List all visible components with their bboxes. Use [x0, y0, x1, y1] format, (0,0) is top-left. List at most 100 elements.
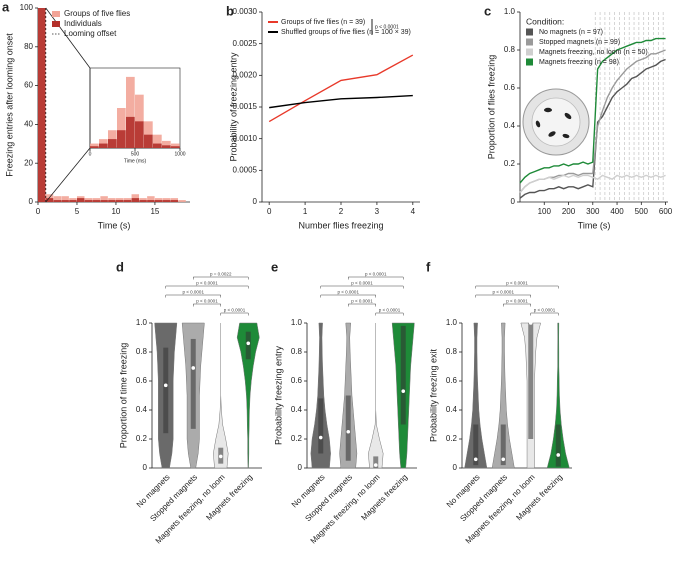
y-tick-label: 0.0010 — [233, 134, 258, 143]
y-tick-label: 0.8 — [136, 347, 148, 356]
category-label: Stopped magnets — [458, 473, 509, 524]
significance-label: p < 0.0001 — [506, 281, 528, 286]
significance-bracket — [503, 303, 531, 307]
x-tick-label: 3 — [375, 207, 380, 216]
violin-median — [246, 341, 251, 346]
y-tick-label: 1.0 — [136, 318, 148, 327]
panel-letter: a — [2, 0, 10, 14]
histogram-bar — [115, 200, 124, 202]
legend-label: Magnets freezing, no loom (n = 50) — [539, 49, 648, 56]
y-axis-label: Proportion of time freezing — [118, 343, 128, 449]
violin-body — [464, 322, 488, 469]
significance-label: p < 0.0001 — [338, 290, 360, 295]
x-tick-label: 15 — [150, 207, 159, 216]
histogram-bar — [162, 145, 171, 148]
inset-connector — [45, 7, 91, 69]
violin-body — [213, 323, 229, 469]
y-tick-label: 0.6 — [504, 83, 516, 92]
histogram-bar — [117, 130, 126, 148]
legend-swatch — [526, 38, 533, 46]
x-tick-label: 200 — [562, 207, 576, 216]
y-axis-label: Probability freezing exit — [428, 348, 438, 442]
histogram-bar — [108, 139, 117, 148]
histogram-bar — [131, 198, 140, 202]
violin-body — [310, 322, 331, 469]
histogram-bar — [108, 200, 116, 202]
x-tick-label: 4 — [411, 207, 416, 216]
histogram-bar — [100, 200, 108, 202]
violin-median — [473, 457, 478, 462]
histogram-bar — [53, 200, 62, 202]
histogram-bar — [154, 200, 163, 202]
histogram-bar — [139, 200, 147, 202]
x-tick-label: 500 — [131, 151, 140, 157]
histogram-bar — [38, 8, 46, 202]
violin-median — [401, 389, 406, 393]
histogram-bar — [45, 198, 54, 202]
significance-label: p < 0.0001 — [196, 299, 218, 304]
significance-bracket — [530, 312, 559, 316]
legend-label: Groups of five flies (n = 39) — [281, 19, 365, 26]
y-tick-label: 0 — [29, 197, 34, 206]
y-tick-label: 0.2 — [504, 159, 516, 168]
histogram-bar — [92, 200, 101, 202]
y-axis-label: Freezing entries after looming onset — [4, 33, 14, 177]
axis-line — [261, 12, 420, 203]
significance-bracket — [193, 303, 221, 307]
legend-title: Condition: — [526, 16, 564, 26]
violin-body — [368, 323, 384, 469]
violin-median — [501, 457, 506, 462]
panel-letter: c — [484, 3, 491, 18]
data-line — [519, 58, 666, 199]
histogram-bar — [135, 121, 144, 148]
violin-median — [318, 435, 323, 440]
histogram-bar — [99, 143, 108, 148]
histogram-bar — [90, 146, 99, 148]
inset-connector — [45, 147, 91, 203]
significance-bracket — [475, 294, 531, 298]
x-axis-label: Time (ms) — [124, 158, 147, 164]
significance-label: p < 0.0001 — [493, 290, 515, 295]
legend-label: Individuals — [64, 19, 102, 28]
histogram-bar — [162, 200, 171, 202]
y-tick-label: 0.8 — [504, 45, 516, 54]
violin-median — [191, 366, 196, 370]
violin-median — [163, 383, 168, 388]
significance-bracket — [320, 285, 404, 289]
histogram-bar — [90, 143, 99, 148]
violin-median — [556, 453, 561, 457]
violin-iqr-box — [163, 347, 169, 434]
significance-bracket — [375, 312, 404, 316]
x-axis-label: Number flies freezing — [298, 220, 383, 230]
significance-bracket — [193, 276, 249, 280]
histogram-bar — [171, 146, 180, 148]
panel-letter: d — [116, 259, 124, 274]
violin-median — [346, 429, 351, 434]
y-tick-label: 1.0 — [504, 7, 516, 16]
violin-iqr-box — [318, 398, 324, 454]
histogram-bar — [76, 198, 85, 202]
y-tick-label: 0.2 — [136, 434, 148, 443]
violin-median — [528, 321, 533, 325]
violin-body — [491, 322, 515, 469]
panel-letter: e — [271, 259, 278, 274]
x-tick-label: 300 — [586, 207, 600, 216]
significance-label: p = 0.0022 — [210, 272, 232, 277]
y-tick-label: 0.2 — [446, 434, 458, 443]
x-tick-label: 0 — [36, 207, 41, 216]
histogram-bar — [84, 200, 93, 202]
violin-iqr-box — [373, 456, 379, 468]
y-tick-label: 40 — [24, 120, 33, 129]
histogram-bar — [153, 143, 162, 148]
significance-label: p < 0.0001 — [351, 299, 373, 304]
y-tick-label: 0.0025 — [233, 39, 258, 48]
annotation: p < 0.0001 — [375, 24, 399, 30]
significance-bracket — [348, 303, 376, 307]
histogram-bar — [171, 143, 180, 148]
y-tick-label: 80 — [24, 42, 33, 51]
y-tick-label: 0 — [453, 463, 458, 472]
y-tick-label: 0.0005 — [233, 165, 258, 174]
x-axis-label: Time (s) — [98, 220, 131, 230]
significance-label: p < 0.0001 — [379, 308, 401, 313]
y-tick-label: 1.0 — [446, 318, 458, 327]
